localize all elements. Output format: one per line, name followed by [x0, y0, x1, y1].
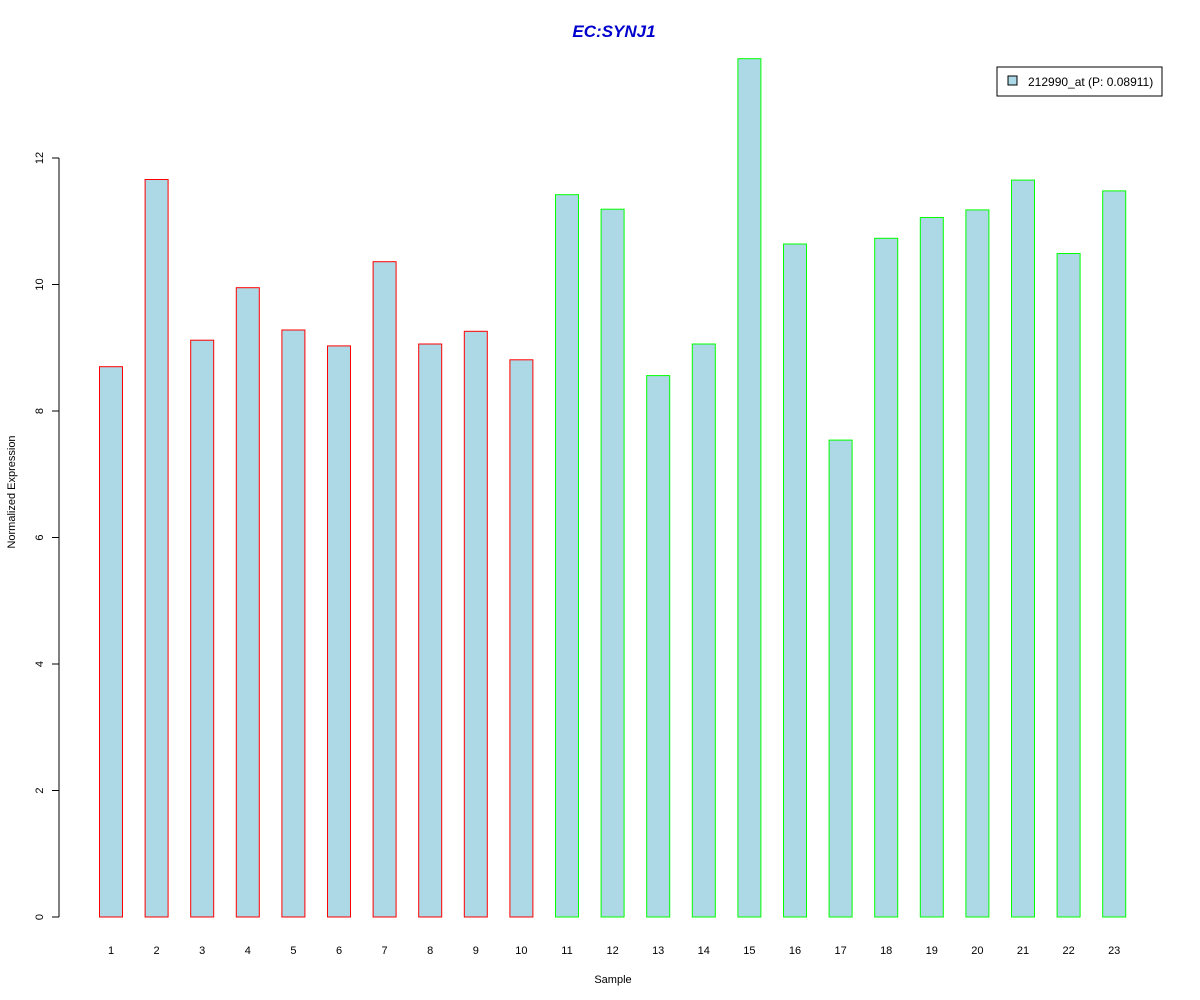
- bar-sample-22: [1056, 253, 1081, 918]
- y-axis: 0 2 4 6 8 10 12: [34, 152, 60, 920]
- bar-sample-17: [828, 439, 853, 918]
- x-tick-label: 15: [743, 945, 755, 957]
- bar-sample-1: [99, 366, 123, 918]
- chart-title: EC:SYNJ1: [572, 22, 655, 41]
- y-tick-label: 2: [34, 787, 46, 793]
- y-axis-label: Normalized Expression: [6, 435, 18, 548]
- legend-box: [996, 66, 1163, 97]
- bar-sample-16: [783, 243, 807, 918]
- legend-swatch: [1007, 75, 1018, 86]
- y-tick-label: 6: [34, 534, 46, 540]
- bar-sample-2: [144, 179, 169, 918]
- bar-sample-5: [281, 329, 306, 918]
- bar-sample-18: [874, 237, 899, 918]
- x-tick-label: 2: [154, 945, 160, 957]
- x-tick-label: 13: [652, 945, 664, 957]
- bars: [99, 58, 1127, 918]
- bar-sample-7: [372, 261, 397, 918]
- bar-sample-15: [737, 58, 762, 918]
- bar-sample-3: [190, 339, 215, 918]
- bar-sample-9: [463, 330, 488, 918]
- x-tick-label: 21: [1017, 945, 1029, 957]
- x-tick-label: 4: [245, 945, 251, 957]
- legend-label: 212990_at (P: 0.08911): [1028, 75, 1153, 89]
- bar-sample-23: [1102, 190, 1127, 918]
- x-tick-label: 7: [382, 945, 388, 957]
- x-tick-label: 14: [698, 945, 710, 957]
- bar-sample-11: [555, 194, 579, 918]
- bar-sample-8: [418, 343, 443, 918]
- x-tick-label: 8: [427, 945, 433, 957]
- y-tick-label: 4: [34, 661, 46, 667]
- x-tick-label: 22: [1062, 945, 1074, 957]
- bar-sample-6: [327, 345, 351, 918]
- x-tick-label: 9: [473, 945, 479, 957]
- x-tick-label: 1: [108, 945, 114, 957]
- x-tick-labels: 1 2 3 4 5 6 7 8 9 10 11 12 13 14 15 16 17 18 19 20 21 22 23: [108, 945, 1120, 957]
- x-tick-label: 23: [1108, 945, 1120, 957]
- x-tick-label: 5: [290, 945, 296, 957]
- x-tick-label: 17: [834, 945, 846, 957]
- legend: 212990_at (P: 0.08911): [996, 66, 1163, 97]
- y-tick-label: 12: [34, 152, 46, 164]
- x-tick-label: 11: [561, 945, 572, 957]
- x-tick-label: 16: [789, 945, 801, 957]
- x-axis-label: Sample: [594, 974, 631, 986]
- x-tick-label: 20: [971, 945, 983, 957]
- bar-sample-12: [600, 208, 625, 918]
- y-tick-label: 0: [34, 914, 46, 920]
- bar-sample-4: [235, 287, 260, 918]
- x-tick-label: 19: [926, 945, 938, 957]
- bar-sample-20: [965, 209, 990, 918]
- y-tick-label: 8: [34, 408, 46, 414]
- x-tick-label: 18: [880, 945, 892, 957]
- bar-sample-21: [1011, 179, 1035, 918]
- x-tick-label: 12: [606, 945, 618, 957]
- bar-sample-13: [646, 375, 671, 918]
- bar-sample-14: [691, 343, 716, 918]
- bar-sample-19: [919, 217, 944, 918]
- bar-sample-10: [509, 359, 534, 918]
- y-tick-label: 10: [34, 278, 46, 290]
- x-tick-label: 10: [515, 945, 527, 957]
- x-tick-label: 3: [199, 945, 205, 957]
- x-tick-label: 6: [336, 945, 342, 957]
